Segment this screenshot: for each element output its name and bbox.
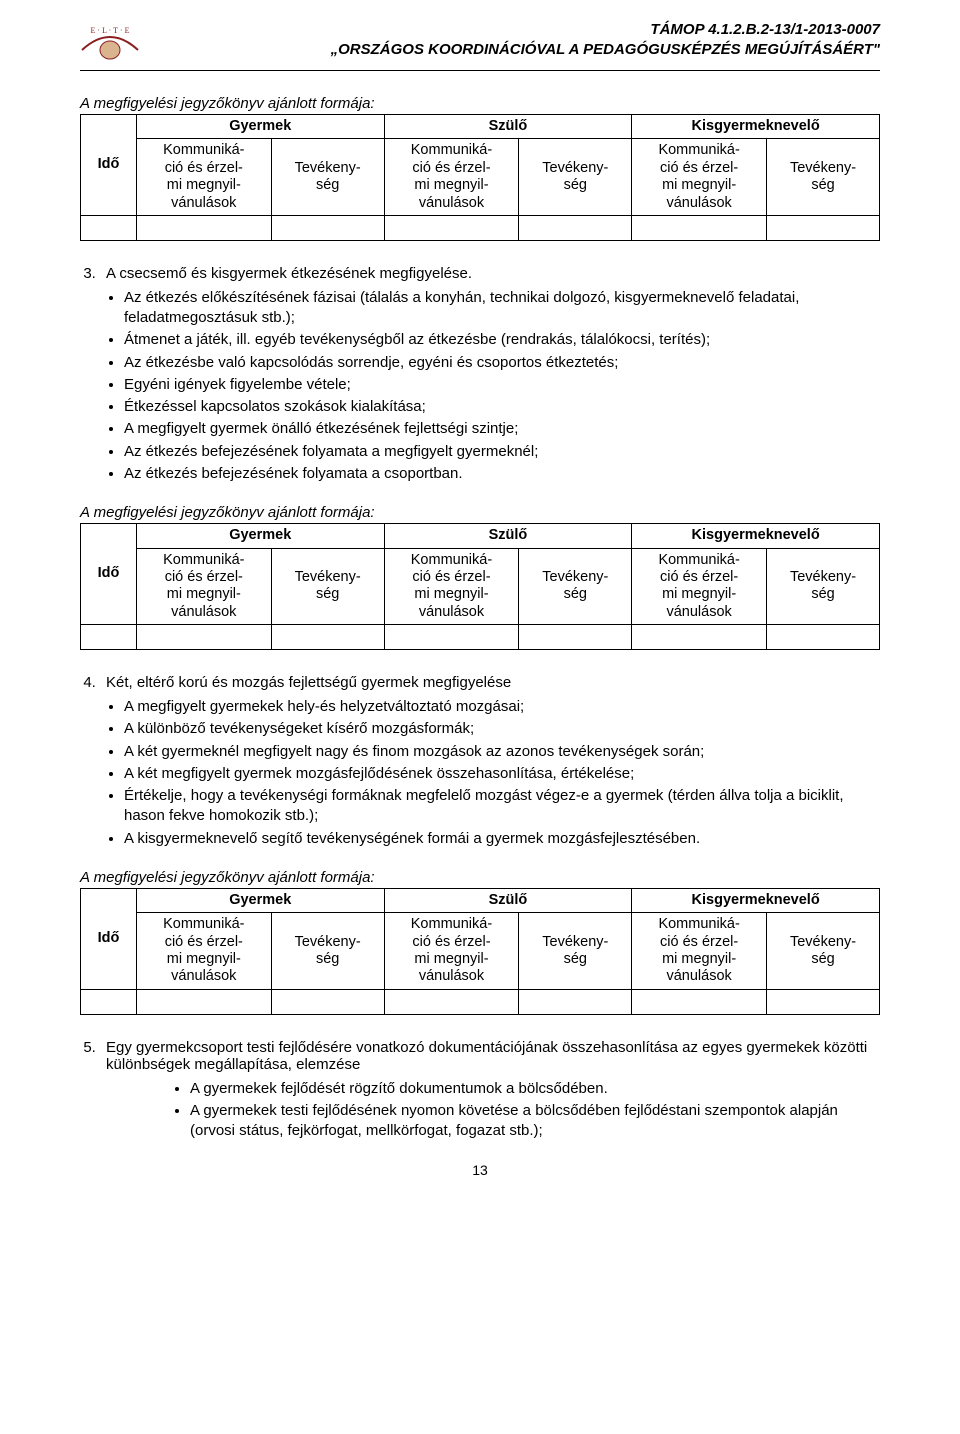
sub-col: Kommuniká- ció és érzel- mi megnyil- ván… xyxy=(384,548,519,625)
col-kisgyermeknevelo: Kisgyermeknevelő xyxy=(632,524,880,548)
list-item: A két megfigyelt gyermek mozgásfejlődésé… xyxy=(124,764,880,784)
list-item: A gyermekek testi fejlődésének nyomon kö… xyxy=(190,1101,880,1142)
page-header: E · L · T · E TÁMOP 4.1.2.B.2-13/1-2013-… xyxy=(80,20,880,64)
observation-table-1: Idő Gyermek Szülő Kisgyermeknevelő Kommu… xyxy=(80,114,880,241)
col-gyermek: Gyermek xyxy=(136,888,384,912)
doc-title: „ORSZÁGOS KOORDINÁCIÓVAL A PEDAGÓGUSKÉPZ… xyxy=(331,40,880,60)
doc-code: TÁMOP 4.1.2.B.2-13/1-2013-0007 xyxy=(331,20,880,40)
list-item: A két gyermeknél megfigyelt nagy és fino… xyxy=(124,742,880,762)
sub-col: Tevékeny- ség xyxy=(519,913,632,990)
sub-col: Kommuniká- ció és érzel- mi megnyil- ván… xyxy=(136,139,271,216)
col-szulo: Szülő xyxy=(384,888,632,912)
section-3-bullets: Az étkezés előkészítésének fázisai (tála… xyxy=(124,288,880,484)
list-item: Egyéni igények figyelembe vétele; xyxy=(124,375,880,395)
sub-col: Tevékeny- ség xyxy=(271,548,384,625)
col-ido: Idő xyxy=(81,115,137,216)
list-item: Értékelje, hogy a tevékenységi formáknak… xyxy=(124,786,880,827)
list-item: Átmenet a játék, ill. egyéb tevékenységb… xyxy=(124,330,880,350)
sub-col: Kommuniká- ció és érzel- mi megnyil- ván… xyxy=(136,913,271,990)
sub-col: Kommuniká- ció és érzel- mi megnyil- ván… xyxy=(632,913,767,990)
sub-col: Tevékeny- ség xyxy=(767,548,880,625)
logo-letters: E · L · T · E xyxy=(91,26,130,35)
observation-table-2: Idő Gyermek Szülő Kisgyermeknevelő Kommu… xyxy=(80,523,880,650)
sub-col: Tevékeny- ség xyxy=(767,913,880,990)
list-item: Étkezéssel kapcsolatos szokások kialakít… xyxy=(124,397,880,417)
col-ido: Idő xyxy=(81,524,137,625)
col-szulo: Szülő xyxy=(384,524,632,548)
sub-col: Tevékeny- ség xyxy=(519,139,632,216)
table-caption-1: A megfigyelési jegyzőkönyv ajánlott form… xyxy=(80,95,880,112)
list-item: A kisgyermeknevelő segítő tevékenységéne… xyxy=(124,829,880,849)
sub-col: Kommuniká- ció és érzel- mi megnyil- ván… xyxy=(632,139,767,216)
list-item: A megfigyelt gyermekek hely-és helyzetvá… xyxy=(124,697,880,717)
table-caption-3: A megfigyelési jegyzőkönyv ajánlott form… xyxy=(80,869,880,886)
list-item: A megfigyelt gyermek önálló étkezésének … xyxy=(124,419,880,439)
sub-col: Tevékeny- ség xyxy=(519,548,632,625)
section-5-title: Egy gyermekcsoport testi fejlődésére von… xyxy=(100,1039,880,1073)
list-item: Az étkezésbe való kapcsolódás sorrendje,… xyxy=(124,353,880,373)
elte-logo: E · L · T · E xyxy=(80,20,140,64)
sub-col: Tevékeny- ség xyxy=(271,139,384,216)
col-szulo: Szülő xyxy=(384,115,632,139)
sub-col: Kommuniká- ció és érzel- mi megnyil- ván… xyxy=(136,548,271,625)
section-5-bullets: A gyermekek fejlődését rögzítő dokumentu… xyxy=(190,1079,880,1142)
observation-table-3: Idő Gyermek Szülő Kisgyermeknevelő Kommu… xyxy=(80,888,880,1015)
sub-col: Tevékeny- ség xyxy=(767,139,880,216)
header-divider xyxy=(80,70,880,71)
section-3-title: A csecsemő és kisgyermek étkezésének meg… xyxy=(100,265,880,282)
section-4-title: Két, eltérő korú és mozgás fejlettségű g… xyxy=(100,674,880,691)
col-gyermek: Gyermek xyxy=(136,115,384,139)
list-item: A gyermekek fejlődését rögzítő dokumentu… xyxy=(190,1079,880,1099)
section-4-bullets: A megfigyelt gyermekek hely-és helyzetvá… xyxy=(124,697,880,849)
col-ido: Idő xyxy=(81,888,137,989)
list-item: Az étkezés előkészítésének fázisai (tála… xyxy=(124,288,880,329)
col-kisgyermeknevelo: Kisgyermeknevelő xyxy=(632,115,880,139)
table-caption-2: A megfigyelési jegyzőkönyv ajánlott form… xyxy=(80,504,880,521)
sub-col: Kommuniká- ció és érzel- mi megnyil- ván… xyxy=(384,139,519,216)
sub-col: Tevékeny- ség xyxy=(271,913,384,990)
page-number: 13 xyxy=(80,1162,880,1178)
sub-col: Kommuniká- ció és érzel- mi megnyil- ván… xyxy=(632,548,767,625)
col-kisgyermeknevelo: Kisgyermeknevelő xyxy=(632,888,880,912)
list-item: Az étkezés befejezésének folyamata a meg… xyxy=(124,442,880,462)
list-item: A különböző tevékenységeket kísérő mozgá… xyxy=(124,719,880,739)
sub-col: Kommuniká- ció és érzel- mi megnyil- ván… xyxy=(384,913,519,990)
col-gyermek: Gyermek xyxy=(136,524,384,548)
list-item: Az étkezés befejezésének folyamata a cso… xyxy=(124,464,880,484)
